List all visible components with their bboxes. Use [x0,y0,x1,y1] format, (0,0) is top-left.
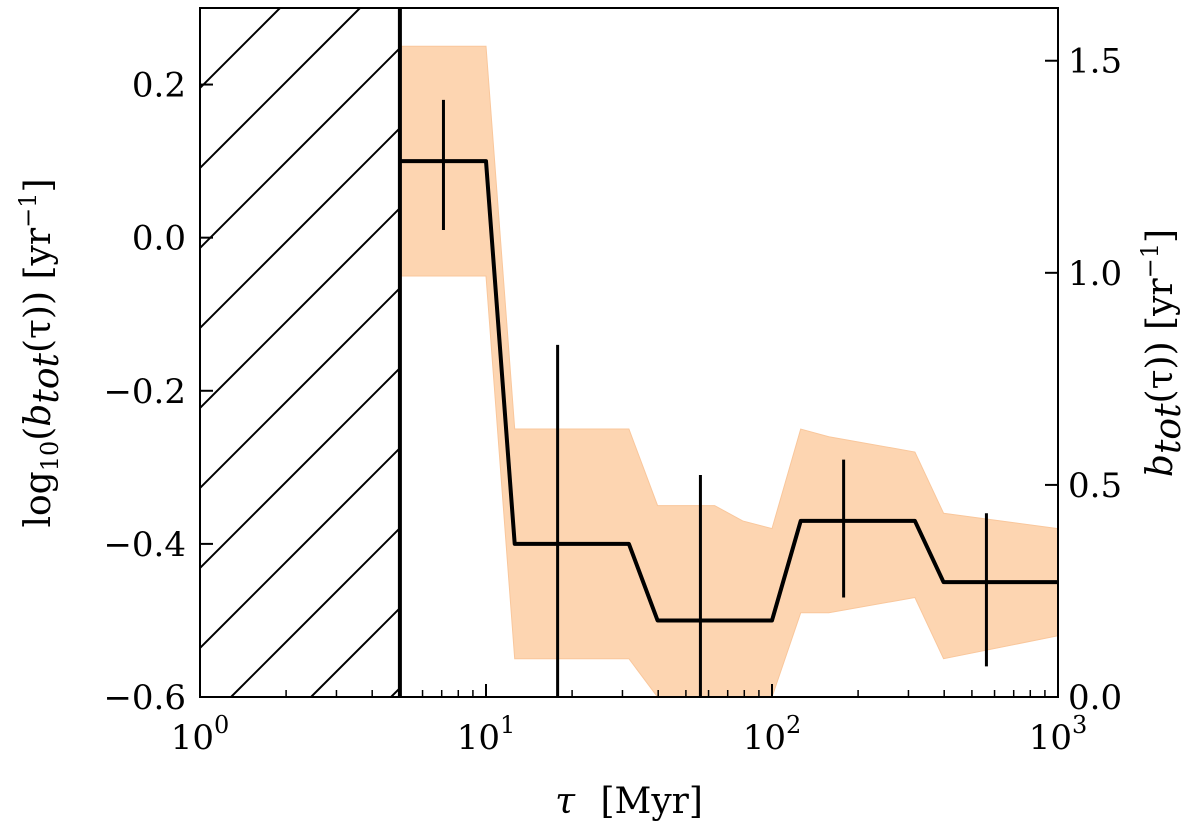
y-ticks-right: 0.0 0.5 1.0 1.5 [1045,42,1122,718]
x-tick-label: 100 [171,711,230,758]
x-axis-label: τ [Myr] [555,781,703,822]
hatched-region [200,8,400,697]
hatch-line [200,8,361,170]
error-bars [441,99,988,697]
y-left-tick-label: −0.6 [103,678,186,718]
y-right-tick-label: 1.5 [1068,42,1122,82]
hatch-line [200,286,400,490]
y-right-tick-label: 0.0 [1068,678,1122,718]
band-area [399,45,1058,697]
median-polyline [399,159,1058,623]
x-tick-label: 103 [1029,711,1088,758]
x-tick-label: 101 [457,711,516,758]
hatch-line [200,446,400,650]
x-ticks: 100 101 102 103 [171,684,1088,758]
hatch-line [200,206,400,410]
y-left-tick-label: 0.2 [132,66,186,106]
y-axis-label-left: log10(btot(τ)) [yr−1] [14,178,67,527]
uncertainty-band [399,45,1058,697]
y-left-tick-label: 0.0 [132,219,186,259]
y-axis-label-right: btot(τ)) [yr−1] [1136,229,1189,477]
y-left-tick-label: −0.4 [103,525,186,565]
hatch-line [200,46,400,250]
plot-frame [199,7,1059,698]
median-line [399,159,1058,623]
x-tick-label: 102 [743,711,802,758]
y-right-tick-label: 0.5 [1068,466,1122,506]
y-ticks-left: 0.2 0.0 −0.2 −0.4 −0.6 [103,66,213,718]
y-left-tick-label: −0.2 [103,372,186,412]
hatch-line [230,526,400,697]
y-right-tick-label: 1.0 [1068,254,1122,294]
